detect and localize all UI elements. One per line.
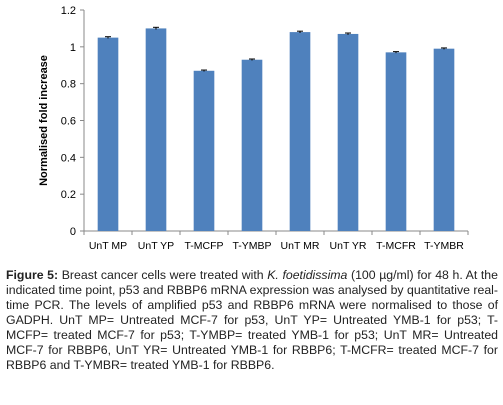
x-tick-label: T-MCFP (184, 240, 223, 252)
chart-axes (80, 9, 469, 235)
bar (241, 59, 263, 231)
bar (97, 37, 119, 231)
bar (145, 28, 167, 231)
x-tick-label: T-MCFR (376, 240, 416, 252)
caption-species: K. foetidissima (267, 268, 348, 282)
bar (433, 48, 455, 231)
y-tick-label: 0.4 (61, 152, 76, 164)
bar-chart: 0 0.2 0.4 0.6 0.8 1 1.2 Normalised fold increas… (38, 5, 469, 252)
x-tick-label: UnT MP (89, 240, 127, 252)
y-tick-label: 0.6 (61, 116, 76, 128)
chart-bars (97, 26, 455, 232)
y-tick-label: 0 (70, 226, 76, 238)
bar (289, 32, 311, 231)
caption-label: Figure 5: (6, 268, 59, 282)
x-tick-label: UnT YR (330, 240, 367, 252)
y-axis-title: Normalised fold increase (38, 55, 50, 186)
y-tick-label: 1.2 (61, 5, 76, 17)
caption-text-part1: Breast cancer cells were treated with (58, 268, 268, 282)
y-tick-label: 0.8 (61, 79, 76, 91)
x-tick-label: UnT YP (138, 240, 174, 252)
figure-caption: Figure 5: Breast cancer cells were treat… (6, 268, 498, 373)
chart-labels: 0 0.2 0.4 0.6 0.8 1 1.2 Normalised fold increas… (38, 5, 464, 252)
x-tick-label: T-YMBR (424, 240, 464, 252)
y-tick-label: 0.2 (61, 189, 76, 201)
x-tick-label: T-YMBP (232, 240, 271, 252)
bar (337, 33, 359, 231)
bar (385, 52, 407, 231)
caption-text-part2: (100 µg/ml) for 48 h. At the indicated t… (6, 268, 498, 372)
x-tick-label: UnT MR (281, 240, 320, 252)
y-tick-label: 1 (70, 42, 76, 54)
bar (193, 70, 215, 232)
